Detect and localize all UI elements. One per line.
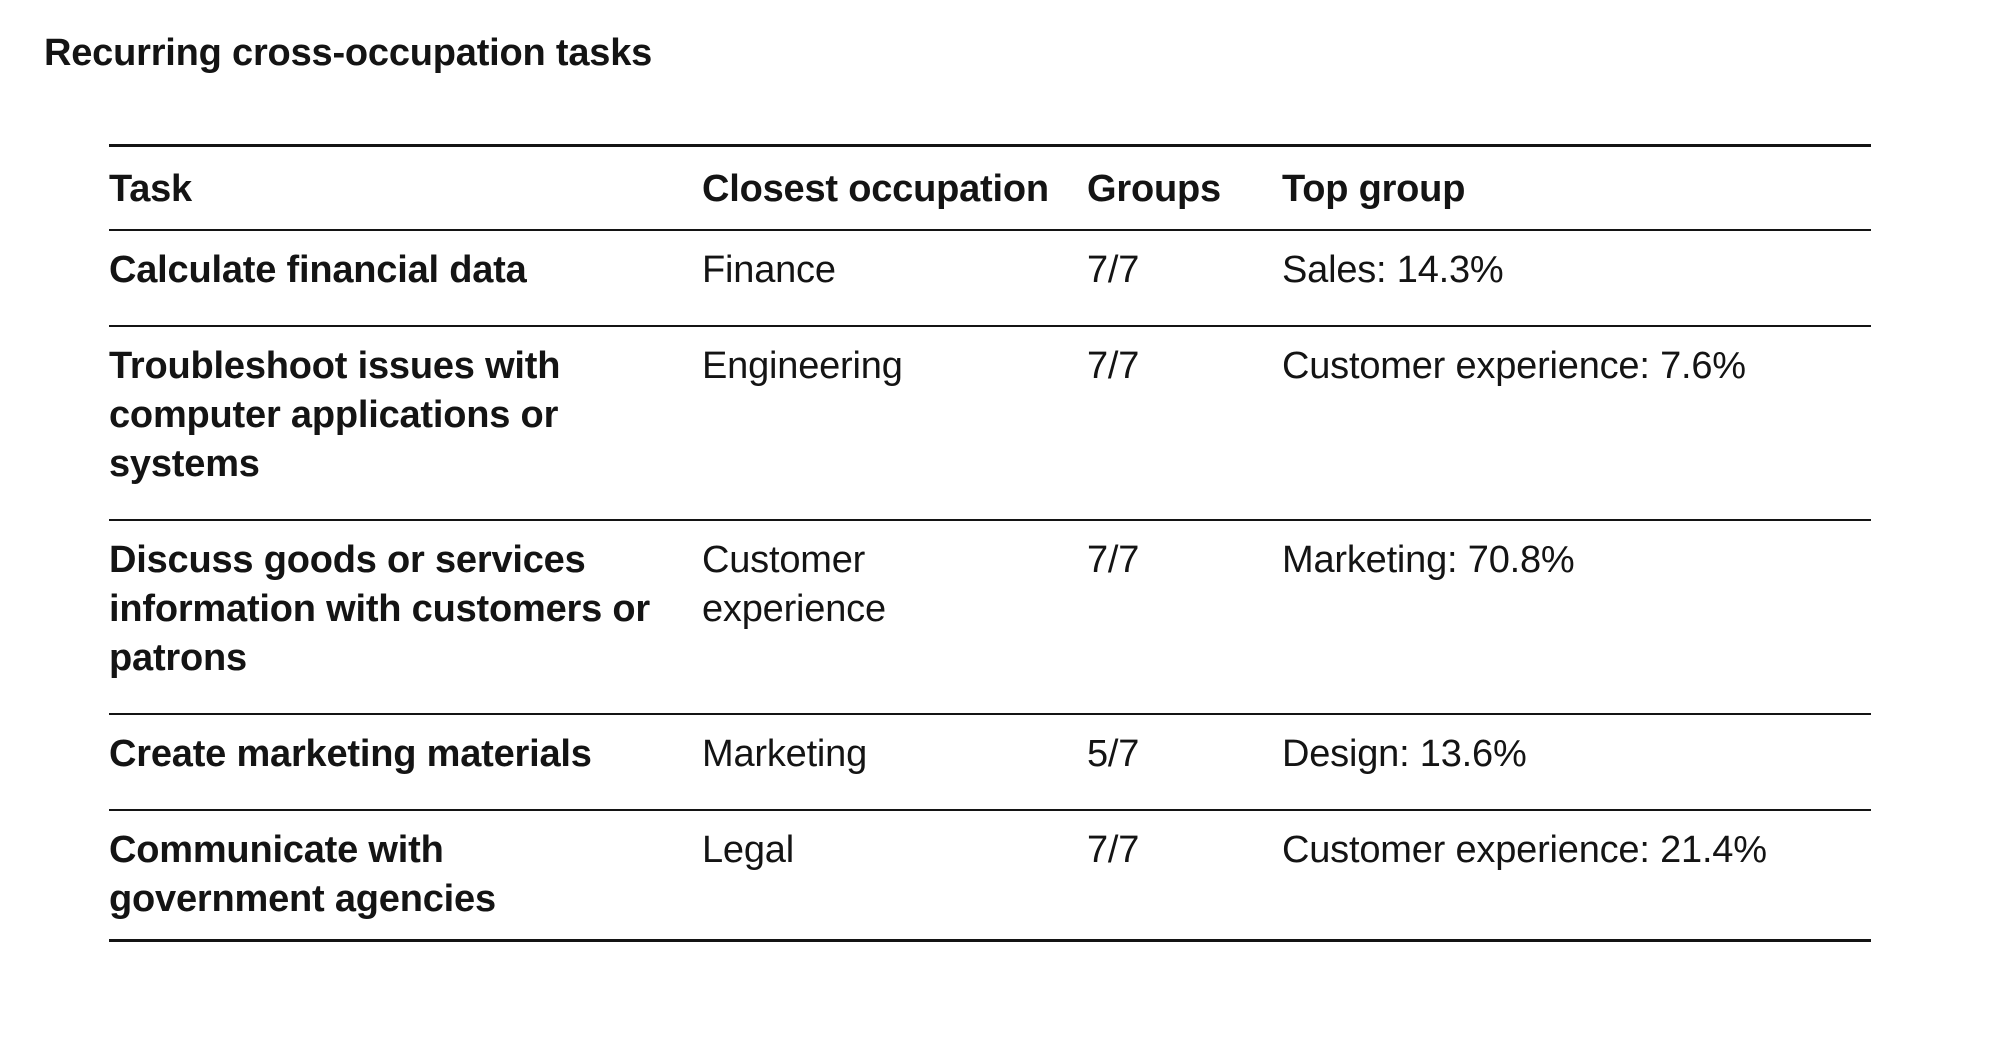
tasks-table: Task Closest occupation Groups Top group… xyxy=(109,144,1871,942)
closest-occupation-cell: Customer experience xyxy=(702,520,1087,715)
top-group-cell: Sales: 14.3% xyxy=(1282,230,1871,327)
table-row: Troubleshoot issues with computer applic… xyxy=(109,326,1871,521)
header-closest-occupation: Closest occupation xyxy=(702,145,1087,231)
header-groups: Groups xyxy=(1087,145,1282,231)
top-group-cell: Customer experience: 7.6% xyxy=(1282,326,1871,521)
table-header: Task Closest occupation Groups Top group xyxy=(109,145,1871,231)
groups-cell: 5/7 xyxy=(1087,714,1282,811)
table-row: Discuss goods or services information wi… xyxy=(109,520,1871,715)
task-cell: Communicate with government agencies xyxy=(109,810,702,942)
task-cell: Discuss goods or services information wi… xyxy=(109,520,702,715)
header-row: Task Closest occupation Groups Top group xyxy=(109,145,1871,231)
groups-cell: 7/7 xyxy=(1087,326,1282,521)
table-body: Calculate financial data Finance 7/7 Sal… xyxy=(109,230,1871,942)
table-row: Calculate financial data Finance 7/7 Sal… xyxy=(109,230,1871,327)
closest-occupation-cell: Finance xyxy=(702,230,1087,327)
task-cell: Troubleshoot issues with computer applic… xyxy=(109,326,702,521)
top-group-cell: Customer experience: 21.4% xyxy=(1282,810,1871,942)
table-row: Communicate with government agencies Leg… xyxy=(109,810,1871,942)
page-title: Recurring cross-occupation tasks xyxy=(44,32,653,74)
header-task: Task xyxy=(109,145,702,231)
table-row: Create marketing materials Marketing 5/7… xyxy=(109,714,1871,811)
top-group-cell: Marketing: 70.8% xyxy=(1282,520,1871,715)
task-cell: Create marketing materials xyxy=(109,714,702,811)
closest-occupation-cell: Legal xyxy=(702,810,1087,942)
header-top-group: Top group xyxy=(1282,145,1871,231)
task-cell: Calculate financial data xyxy=(109,230,702,327)
top-group-cell: Design: 13.6% xyxy=(1282,714,1871,811)
closest-occupation-cell: Marketing xyxy=(702,714,1087,811)
groups-cell: 7/7 xyxy=(1087,520,1282,715)
closest-occupation-cell: Engineering xyxy=(702,326,1087,521)
groups-cell: 7/7 xyxy=(1087,810,1282,942)
groups-cell: 7/7 xyxy=(1087,230,1282,327)
